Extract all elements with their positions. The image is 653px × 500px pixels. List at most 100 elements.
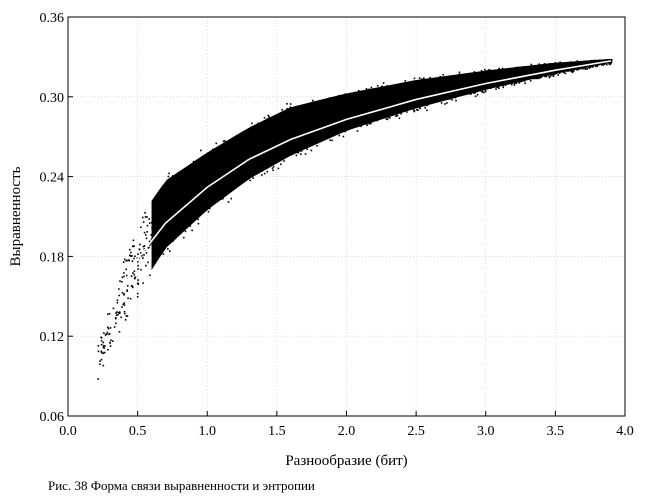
data-point (129, 254, 131, 257)
data-point (451, 98, 453, 101)
data-point (100, 358, 103, 361)
data-point (588, 67, 591, 69)
data-point (606, 63, 608, 66)
data-point (102, 344, 105, 347)
data-point (396, 114, 399, 117)
data-point (131, 285, 134, 287)
data-point (557, 74, 559, 76)
data-point (129, 297, 132, 300)
data-point (538, 63, 541, 65)
data-point (142, 221, 145, 223)
data-point (608, 63, 610, 65)
data-point (582, 67, 585, 70)
data-point (249, 179, 251, 182)
data-point (126, 290, 129, 292)
data-point (137, 264, 139, 267)
data-point (595, 65, 597, 68)
data-point (144, 234, 147, 236)
x-tick-label: 0.5 (129, 424, 147, 439)
data-point (455, 99, 457, 102)
data-point (132, 272, 134, 274)
data-point (146, 231, 149, 233)
data-point (137, 268, 139, 270)
y-tick-label: 0.12 (40, 330, 65, 345)
data-point (536, 77, 539, 80)
data-point (112, 340, 114, 343)
x-tick-label: 1.5 (268, 424, 286, 439)
data-point (143, 248, 146, 250)
data-point (277, 167, 280, 170)
data-point (123, 275, 125, 278)
data-point (129, 248, 131, 251)
data-point (136, 260, 139, 263)
data-point (103, 332, 105, 334)
data-point (470, 93, 472, 95)
data-point (125, 268, 127, 271)
data-point (120, 316, 122, 319)
data-point (266, 170, 269, 173)
data-point (150, 233, 152, 236)
data-point (131, 255, 133, 257)
data-point (100, 351, 103, 353)
x-tick-label: 4.0 (616, 424, 634, 439)
data-point (103, 351, 106, 354)
data-point (474, 95, 477, 98)
data-point (552, 73, 554, 76)
data-point (365, 88, 368, 90)
data-point (222, 197, 224, 200)
data-point (130, 251, 132, 254)
data-point (146, 224, 149, 227)
data-point (387, 116, 390, 119)
data-point (480, 70, 483, 72)
data-point (97, 345, 100, 347)
data-point (148, 240, 151, 243)
data-point (100, 343, 103, 346)
y-axis-label: Выравненность (8, 166, 24, 266)
data-point (145, 264, 147, 267)
data-point (132, 239, 135, 242)
data-point (539, 76, 541, 79)
data-point (224, 140, 226, 142)
data-point (484, 90, 487, 92)
data-point (272, 169, 274, 172)
data-point (523, 80, 526, 82)
data-point (395, 115, 397, 117)
data-point (501, 67, 504, 70)
data-point (423, 77, 425, 79)
data-point (295, 154, 298, 157)
data-point (123, 304, 126, 306)
data-point (136, 292, 139, 295)
data-point (312, 99, 314, 102)
data-point (496, 86, 498, 89)
data-point (286, 108, 288, 110)
data-point (413, 110, 416, 113)
data-point (356, 130, 359, 132)
data-point (442, 73, 445, 76)
data-point (121, 291, 124, 294)
data-point (145, 252, 148, 254)
data-point (167, 248, 169, 250)
data-point (123, 310, 126, 313)
x-tick-label: 0.0 (59, 424, 77, 439)
x-tick-label: 2.5 (407, 424, 425, 439)
x-tick-label: 2.0 (338, 424, 356, 439)
data-point (130, 275, 133, 277)
data-point (197, 222, 200, 225)
data-point (108, 332, 111, 335)
data-point (109, 345, 112, 347)
data-point (251, 122, 253, 125)
scatter-chart: 0.0 0.5 1.0 1.5 2.0 2.5 3.0 3.5 4.0 0.06 0.12 0.18 0… (8, 11, 634, 469)
data-point (128, 259, 130, 261)
data-point (133, 273, 136, 276)
data-point (366, 124, 369, 127)
data-point (483, 91, 485, 94)
data-point (139, 226, 142, 229)
data-point (136, 296, 139, 298)
data-point (133, 245, 135, 247)
data-point (316, 144, 318, 147)
data-point (109, 327, 112, 329)
data-point (418, 106, 421, 109)
data-point (404, 80, 407, 82)
data-point (584, 67, 587, 70)
data-point (197, 218, 199, 221)
